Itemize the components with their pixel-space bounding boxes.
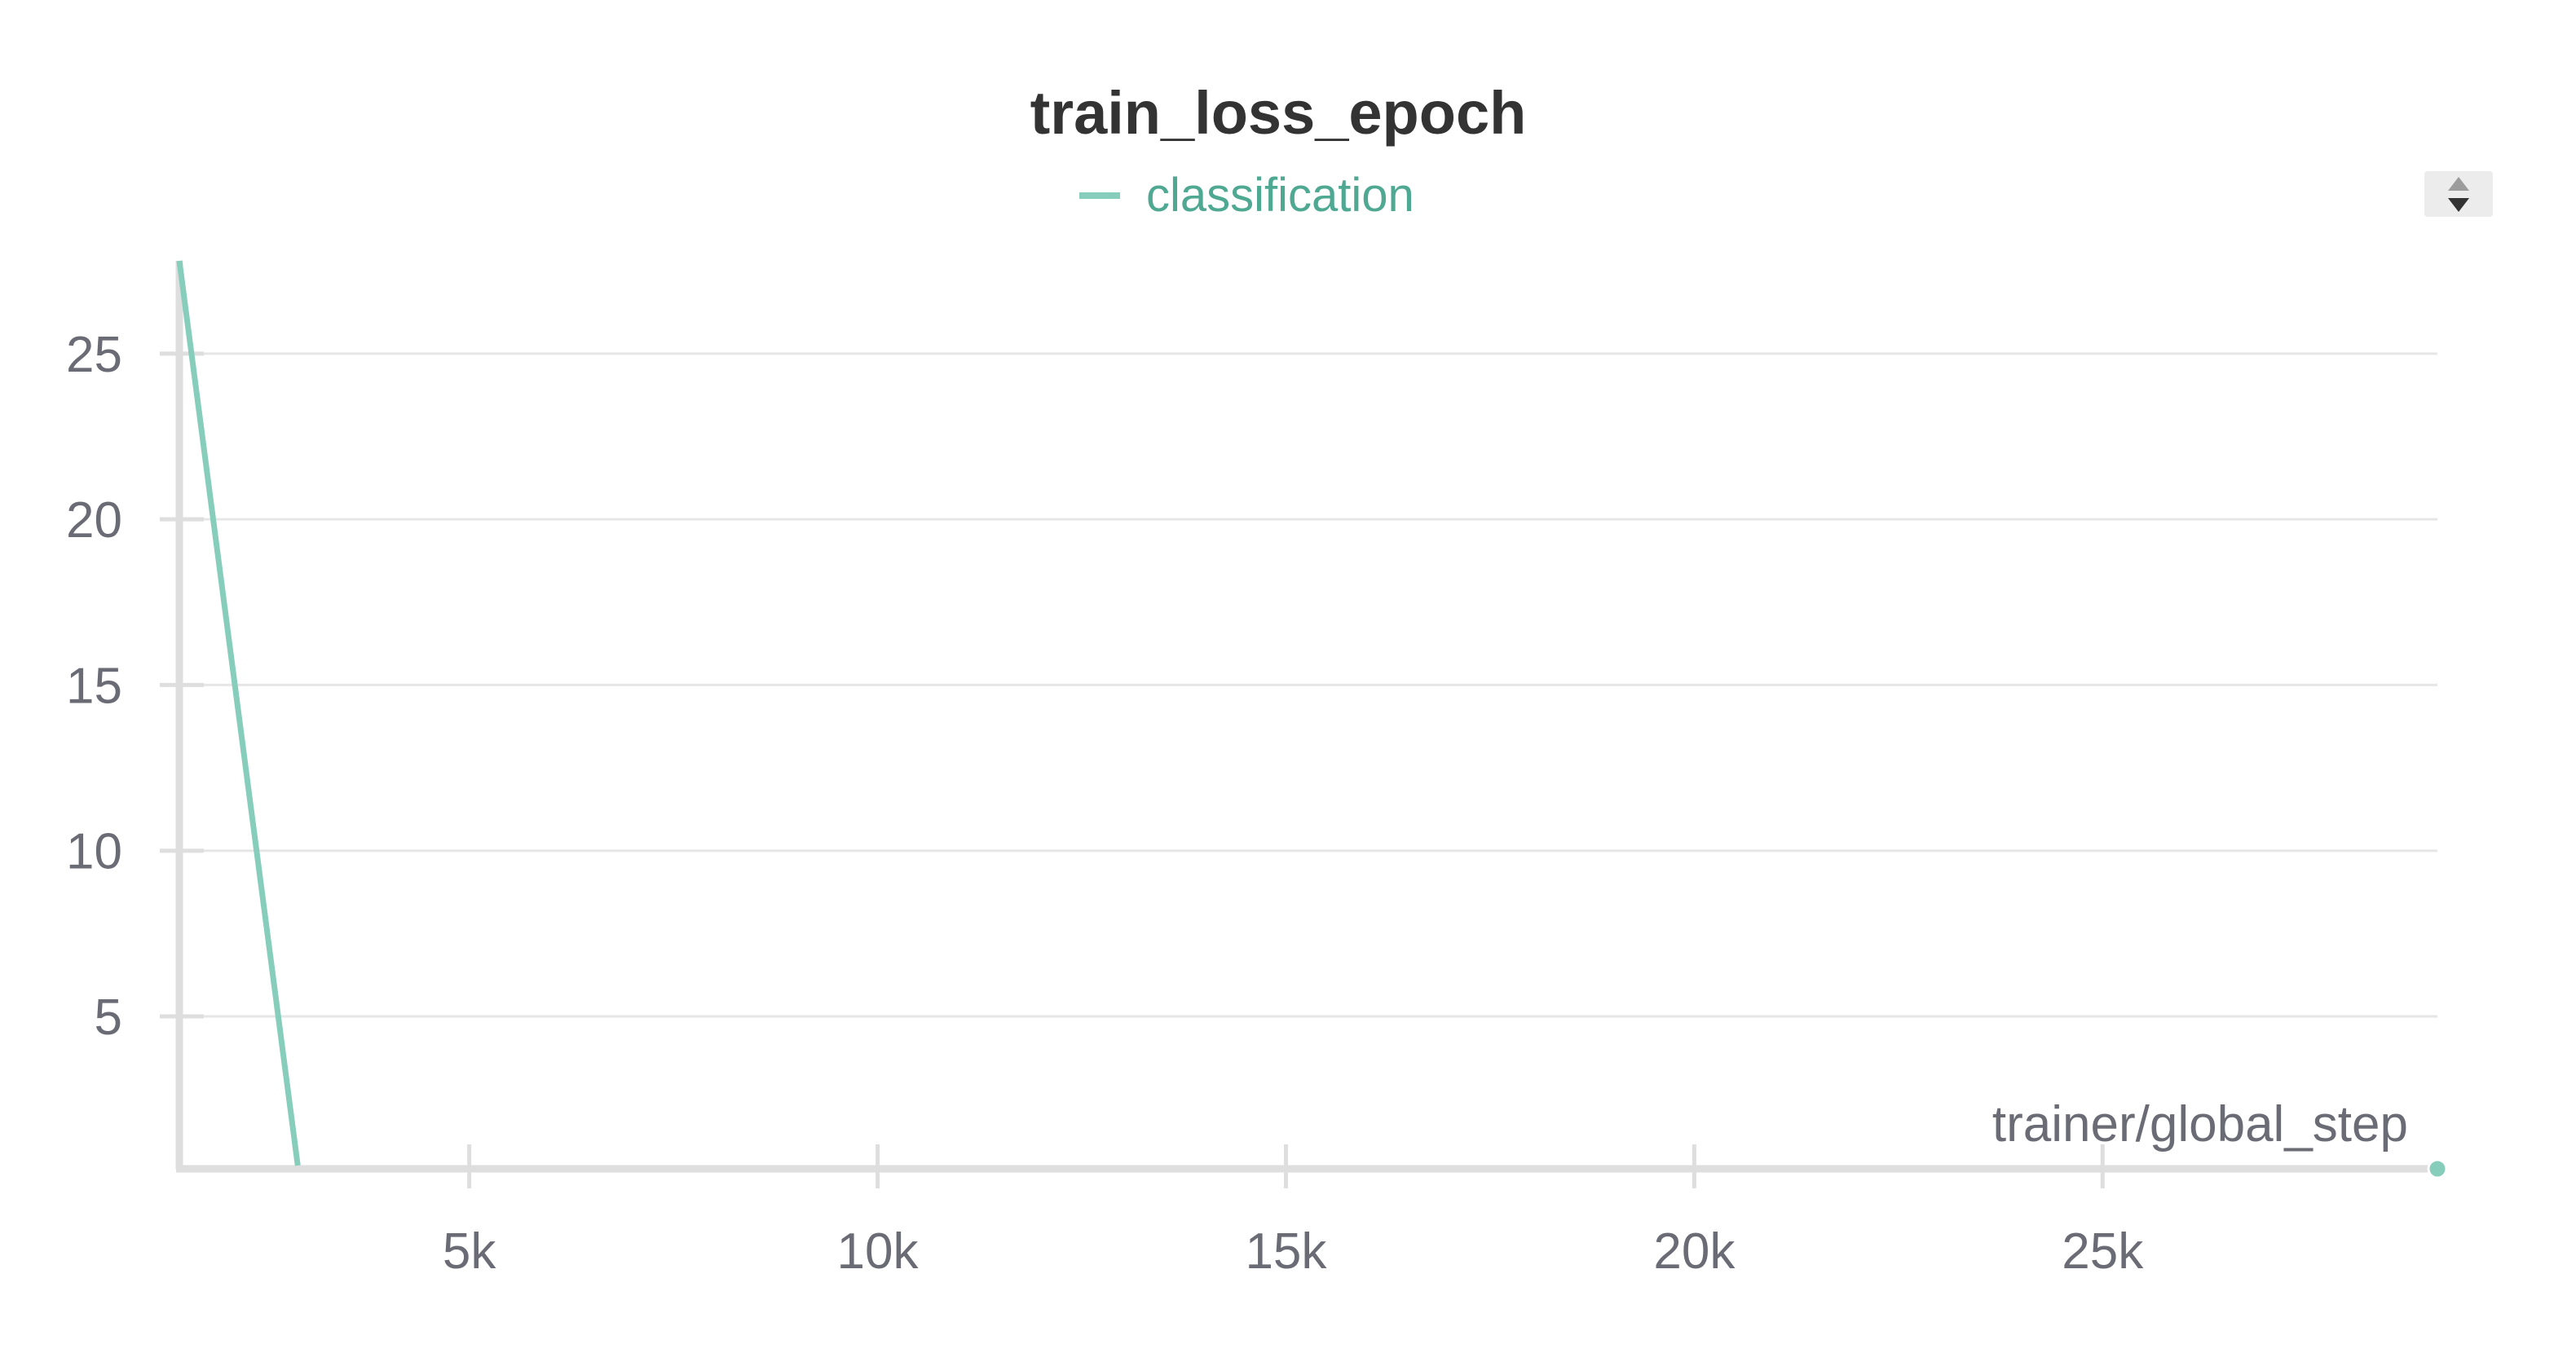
y-axis-ticks: 5 10 15 20 25	[66, 327, 204, 1046]
x-tick-label: 5k	[443, 1223, 496, 1280]
legend[interactable]: classification	[1079, 169, 1414, 222]
y-tick-label: 15	[66, 658, 122, 714]
sort-down-arrow-icon	[2448, 198, 2469, 212]
axes	[175, 261, 2437, 1173]
x-tick-label: 25k	[2062, 1223, 2144, 1280]
x-axis-label: trainer/global_step	[1992, 1096, 2408, 1152]
series-line-classification	[176, 260, 301, 1166]
x-tick-label: 15k	[1245, 1223, 1327, 1280]
legend-label: classification	[1146, 169, 1414, 222]
x-tick-label: 10k	[837, 1223, 920, 1280]
y-tick-label: 10	[66, 824, 122, 880]
series-layer	[176, 260, 2448, 1179]
chart-title: train_loss_epoch	[1030, 79, 1527, 147]
sort-toggle-background	[2424, 171, 2493, 217]
sort-up-arrow-icon	[2448, 177, 2469, 191]
y-tick-label: 5	[95, 989, 122, 1046]
y-tick-label: 20	[66, 492, 122, 549]
x-tick-label: 20k	[1653, 1223, 1736, 1280]
sort-toggle-icon[interactable]	[2424, 171, 2493, 217]
series-end-point	[2427, 1158, 2448, 1179]
grid-lines	[179, 352, 2437, 1018]
x-axis-ticks: 5k 10k 15k 20k 25k	[443, 1144, 2144, 1280]
y-tick-label: 25	[66, 327, 122, 383]
